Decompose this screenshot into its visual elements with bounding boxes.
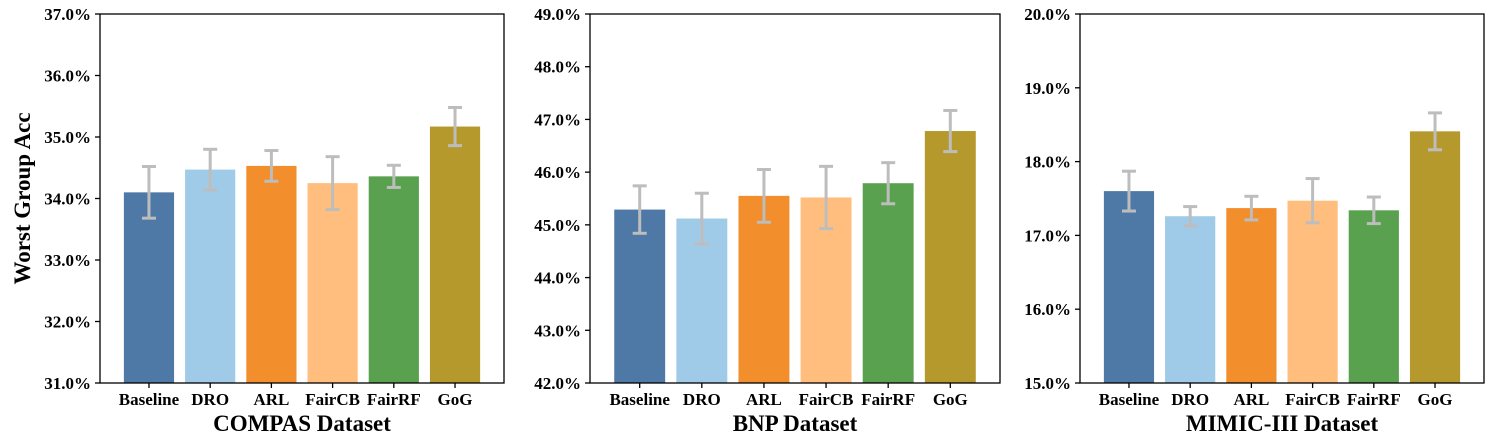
bar-arl: [1226, 208, 1277, 383]
y-tick-label: 44.0%: [534, 269, 581, 288]
y-tick-label: 46.0%: [534, 163, 581, 182]
x-tick-label-baseline: Baseline: [609, 390, 670, 409]
x-tick-label-fairrf: FairRF: [367, 390, 421, 409]
plot-frame: [1079, 13, 1485, 384]
x-tick-label-arl: ARL: [746, 390, 782, 409]
bar-baseline: [614, 209, 666, 383]
chart-panel-3: 15.0% 16.0% 17.0% 18.0% 19.0% 20.0% Baseline DR…: [1024, 5, 1485, 436]
y-tick-label: 15.0%: [1024, 374, 1071, 393]
bar-arl: [246, 165, 297, 383]
bar-baseline: [1103, 191, 1155, 383]
bar-dro: [1165, 216, 1216, 383]
y-tick-label: 48.0%: [534, 58, 581, 77]
bar-baseline: [123, 192, 175, 383]
y-tick-label: 35.0%: [44, 128, 91, 147]
y-tick-label: 37.0%: [44, 5, 91, 24]
y-tick-label: 31.0%: [44, 374, 91, 393]
y-tick-label: 42.0%: [534, 374, 581, 393]
y-tick-label: 32.0%: [44, 313, 91, 332]
y-tick-label: 34.0%: [44, 190, 91, 209]
bar-faircb: [307, 183, 358, 384]
y-tick-label: 20.0%: [1024, 5, 1071, 24]
bar-fairrf: [368, 176, 419, 383]
y-tick-label: 36.0%: [44, 67, 91, 86]
x-tick-label-arl: ARL: [253, 390, 289, 409]
y-tick-label: 18.0%: [1024, 153, 1071, 172]
bar-arl: [738, 195, 790, 383]
x-tick-label-dro: DRO: [683, 390, 721, 409]
x-tick-label-baseline: Baseline: [1099, 390, 1160, 409]
y-axis-title: Worst Group Acc: [10, 112, 35, 284]
x-tick-label-fairrf: FairRF: [1347, 390, 1401, 409]
y-tick-label: 43.0%: [534, 321, 581, 340]
x-tick-label-baseline: Baseline: [119, 390, 180, 409]
x-axis-title: MIMIC-III Dataset: [1186, 411, 1379, 436]
x-tick-label-arl: ARL: [1233, 390, 1269, 409]
bar-faircb: [1287, 200, 1338, 383]
bar-dro: [185, 169, 236, 383]
chart-panel-2: 42.0% 43.0% 44.0% 45.0% 46.0% 47.0% 48.0% 49.0%…: [534, 5, 1001, 436]
bar-gog: [924, 131, 976, 383]
y-tick-label: 33.0%: [44, 251, 91, 270]
y-tick-label: 19.0%: [1024, 79, 1071, 98]
plot-frame: [589, 13, 1001, 384]
x-axis-title: COMPAS Dataset: [213, 411, 391, 436]
y-tick-label: 49.0%: [534, 5, 581, 24]
x-tick-label-fairrf: FairRF: [861, 390, 915, 409]
bar-gog: [1409, 131, 1461, 383]
bar-fairrf: [862, 183, 914, 383]
x-tick-label-dro: DRO: [1171, 390, 1209, 409]
x-tick-label-faircb: FairCB: [305, 390, 360, 409]
x-tick-label-dro: DRO: [191, 390, 229, 409]
x-tick-label-faircb: FairCB: [799, 390, 854, 409]
chart-panel-1: 31.0% 32.0% 33.0% 34.0% 35.0% 36.0% 37.0% Basel…: [10, 5, 505, 436]
x-tick-label-gog: GoG: [933, 390, 968, 409]
x-axis-title: BNP Dataset: [733, 411, 858, 436]
x-tick-label-faircb: FairCB: [1285, 390, 1340, 409]
y-tick-label: 45.0%: [534, 216, 581, 235]
x-tick-label-gog: GoG: [438, 390, 473, 409]
y-tick-label: 16.0%: [1024, 300, 1071, 319]
x-tick-label-gog: GoG: [1418, 390, 1453, 409]
y-tick-label: 17.0%: [1024, 226, 1071, 245]
bar-fairrf: [1348, 210, 1399, 383]
bar-gog: [429, 126, 481, 383]
bar-dro: [676, 218, 728, 383]
y-tick-label: 47.0%: [534, 110, 581, 129]
